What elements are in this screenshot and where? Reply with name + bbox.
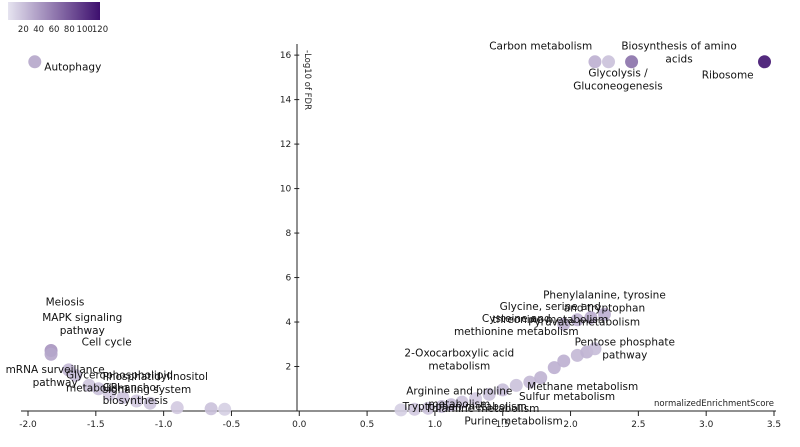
x-tick-label: 2.0 [563,420,578,430]
point-label: mRNA surveillance pathway [6,364,105,389]
data-point [482,387,496,401]
axes [21,44,776,412]
data-point [170,401,184,415]
point-label: Glycerophospholipid metabolism [66,370,173,395]
point-label: GPI-anchor biosynthesis [103,382,168,407]
x-tick-label: 0.0 [292,420,307,430]
data-point [92,382,106,396]
y-tick-label: 4 [286,318,292,328]
data-point [547,361,561,375]
x-tick-label: -1.5 [87,420,105,430]
data-points [28,55,772,417]
data-point [455,395,469,409]
y-tick-label: 12 [280,140,291,150]
data-point [116,391,130,405]
color-scale-bar [8,2,100,20]
color-scale-tick-label: 100 [77,25,93,35]
point-label: Purine metabolism [464,415,562,427]
y-tick-label: 2 [286,363,292,373]
point-label: Pyruvate metabolism [528,316,640,328]
point-label: Autophagy [44,62,101,74]
data-point [570,313,584,327]
x-tick-label: 3.5 [767,420,781,430]
axis-ticks: -2.0 -1.5 -1.0 -0.5 0.0 0.5 1.0 1.5 2.0 2.5 3.0 3.5… [19,51,781,430]
data-point [758,55,772,69]
point-label: Carbon metabolism [489,41,592,53]
data-point [523,375,537,389]
point-label: Pentose phosphate pathway [575,336,675,361]
y-tick-label: 16 [280,51,292,61]
point-label: Thiamine metabolism [424,403,539,415]
y-tick-label: 10 [280,185,292,195]
x-axis-title: normalizedEnrichmentScore [654,399,774,409]
color-scale-tick-label: 40 [33,25,44,35]
data-point [584,311,598,325]
x-tick-label: 2.5 [631,420,645,430]
data-point [557,354,571,368]
point-label: 2-Oxocarboxylic acid metabolism [404,348,514,373]
point-label: Glycolysis / Gluconeogenesis [573,67,663,92]
point-labels: Autophagy Carbon metabolism Biosynthesis o… [6,41,754,428]
x-tick-label: 1.5 [496,420,510,430]
data-point [102,387,116,401]
point-label: Cell cycle [82,336,132,348]
data-point [557,317,571,331]
x-tick-label: -2.0 [19,420,37,430]
data-point [218,402,232,416]
x-tick-label: 3.0 [699,420,714,430]
data-point [44,347,58,361]
point-label: Phenylalanine, tyrosine and tryptophan [543,290,666,315]
point-label: Arginine and proline metabolism [406,385,512,410]
point-label: Sulfur metabolism [519,391,615,403]
data-point [588,55,602,69]
x-tick-label: -0.5 [223,420,241,430]
color-scale-tick-label: 60 [49,25,60,35]
color-scale-tick-label: 20 [18,25,29,35]
point-label: Biosynthesis of amino acids [621,41,736,66]
point-label: Meiosis [46,296,85,308]
data-point [444,398,458,412]
y-tick-label: 8 [286,229,292,239]
x-tick-label: 1.0 [428,420,443,430]
data-point [130,394,144,408]
color-scale-tick-label: 120 [92,25,108,35]
data-point [204,402,218,416]
point-label: Tryptophan metabolism [402,401,527,413]
data-point [28,55,42,69]
point-label: Cysteine and methionine metabolism [454,313,579,338]
color-scale-legend: 20 40 60 80 100 120 [8,2,108,35]
color-scale-tick-label: 80 [64,25,75,35]
y-axis-title: -Log10 of FDR [302,50,312,110]
x-tick-label: -1.0 [155,420,173,430]
data-point [496,383,510,397]
point-label: Methane metabolism [527,381,638,393]
data-point [534,371,548,385]
data-point [408,402,422,416]
point-label: Phosphatidylinositol signaling system [103,371,208,396]
y-tick-label: 6 [286,274,292,284]
data-point [625,55,639,69]
data-point [588,342,602,356]
data-point [68,368,82,382]
data-point [143,396,157,410]
x-tick-label: 0.5 [360,420,374,430]
data-point [394,403,408,417]
data-point [469,392,483,406]
point-label: Glycine, serine and threonine metabolism [492,301,608,326]
data-point [421,401,435,415]
point-label: MAPK signaling pathway [42,312,122,337]
y-tick-label: 14 [280,96,292,106]
data-point [602,55,616,69]
data-point [597,307,611,321]
point-label: Ribosome [702,69,754,81]
data-point [509,378,523,392]
